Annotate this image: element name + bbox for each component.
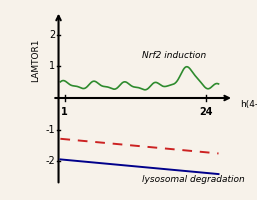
Text: Nrf2 induction: Nrf2 induction [142, 51, 206, 60]
Text: 1: 1 [49, 61, 56, 71]
Text: lysosomal degradation: lysosomal degradation [142, 175, 244, 184]
Text: 24: 24 [199, 107, 213, 117]
Text: 2: 2 [49, 30, 56, 40]
Text: LAMTOR1: LAMTOR1 [31, 38, 40, 82]
Text: 1: 1 [61, 107, 68, 117]
Text: -1: -1 [46, 125, 56, 135]
Text: -2: -2 [46, 156, 56, 166]
Text: h(4-HNE): h(4-HNE) [240, 100, 257, 109]
